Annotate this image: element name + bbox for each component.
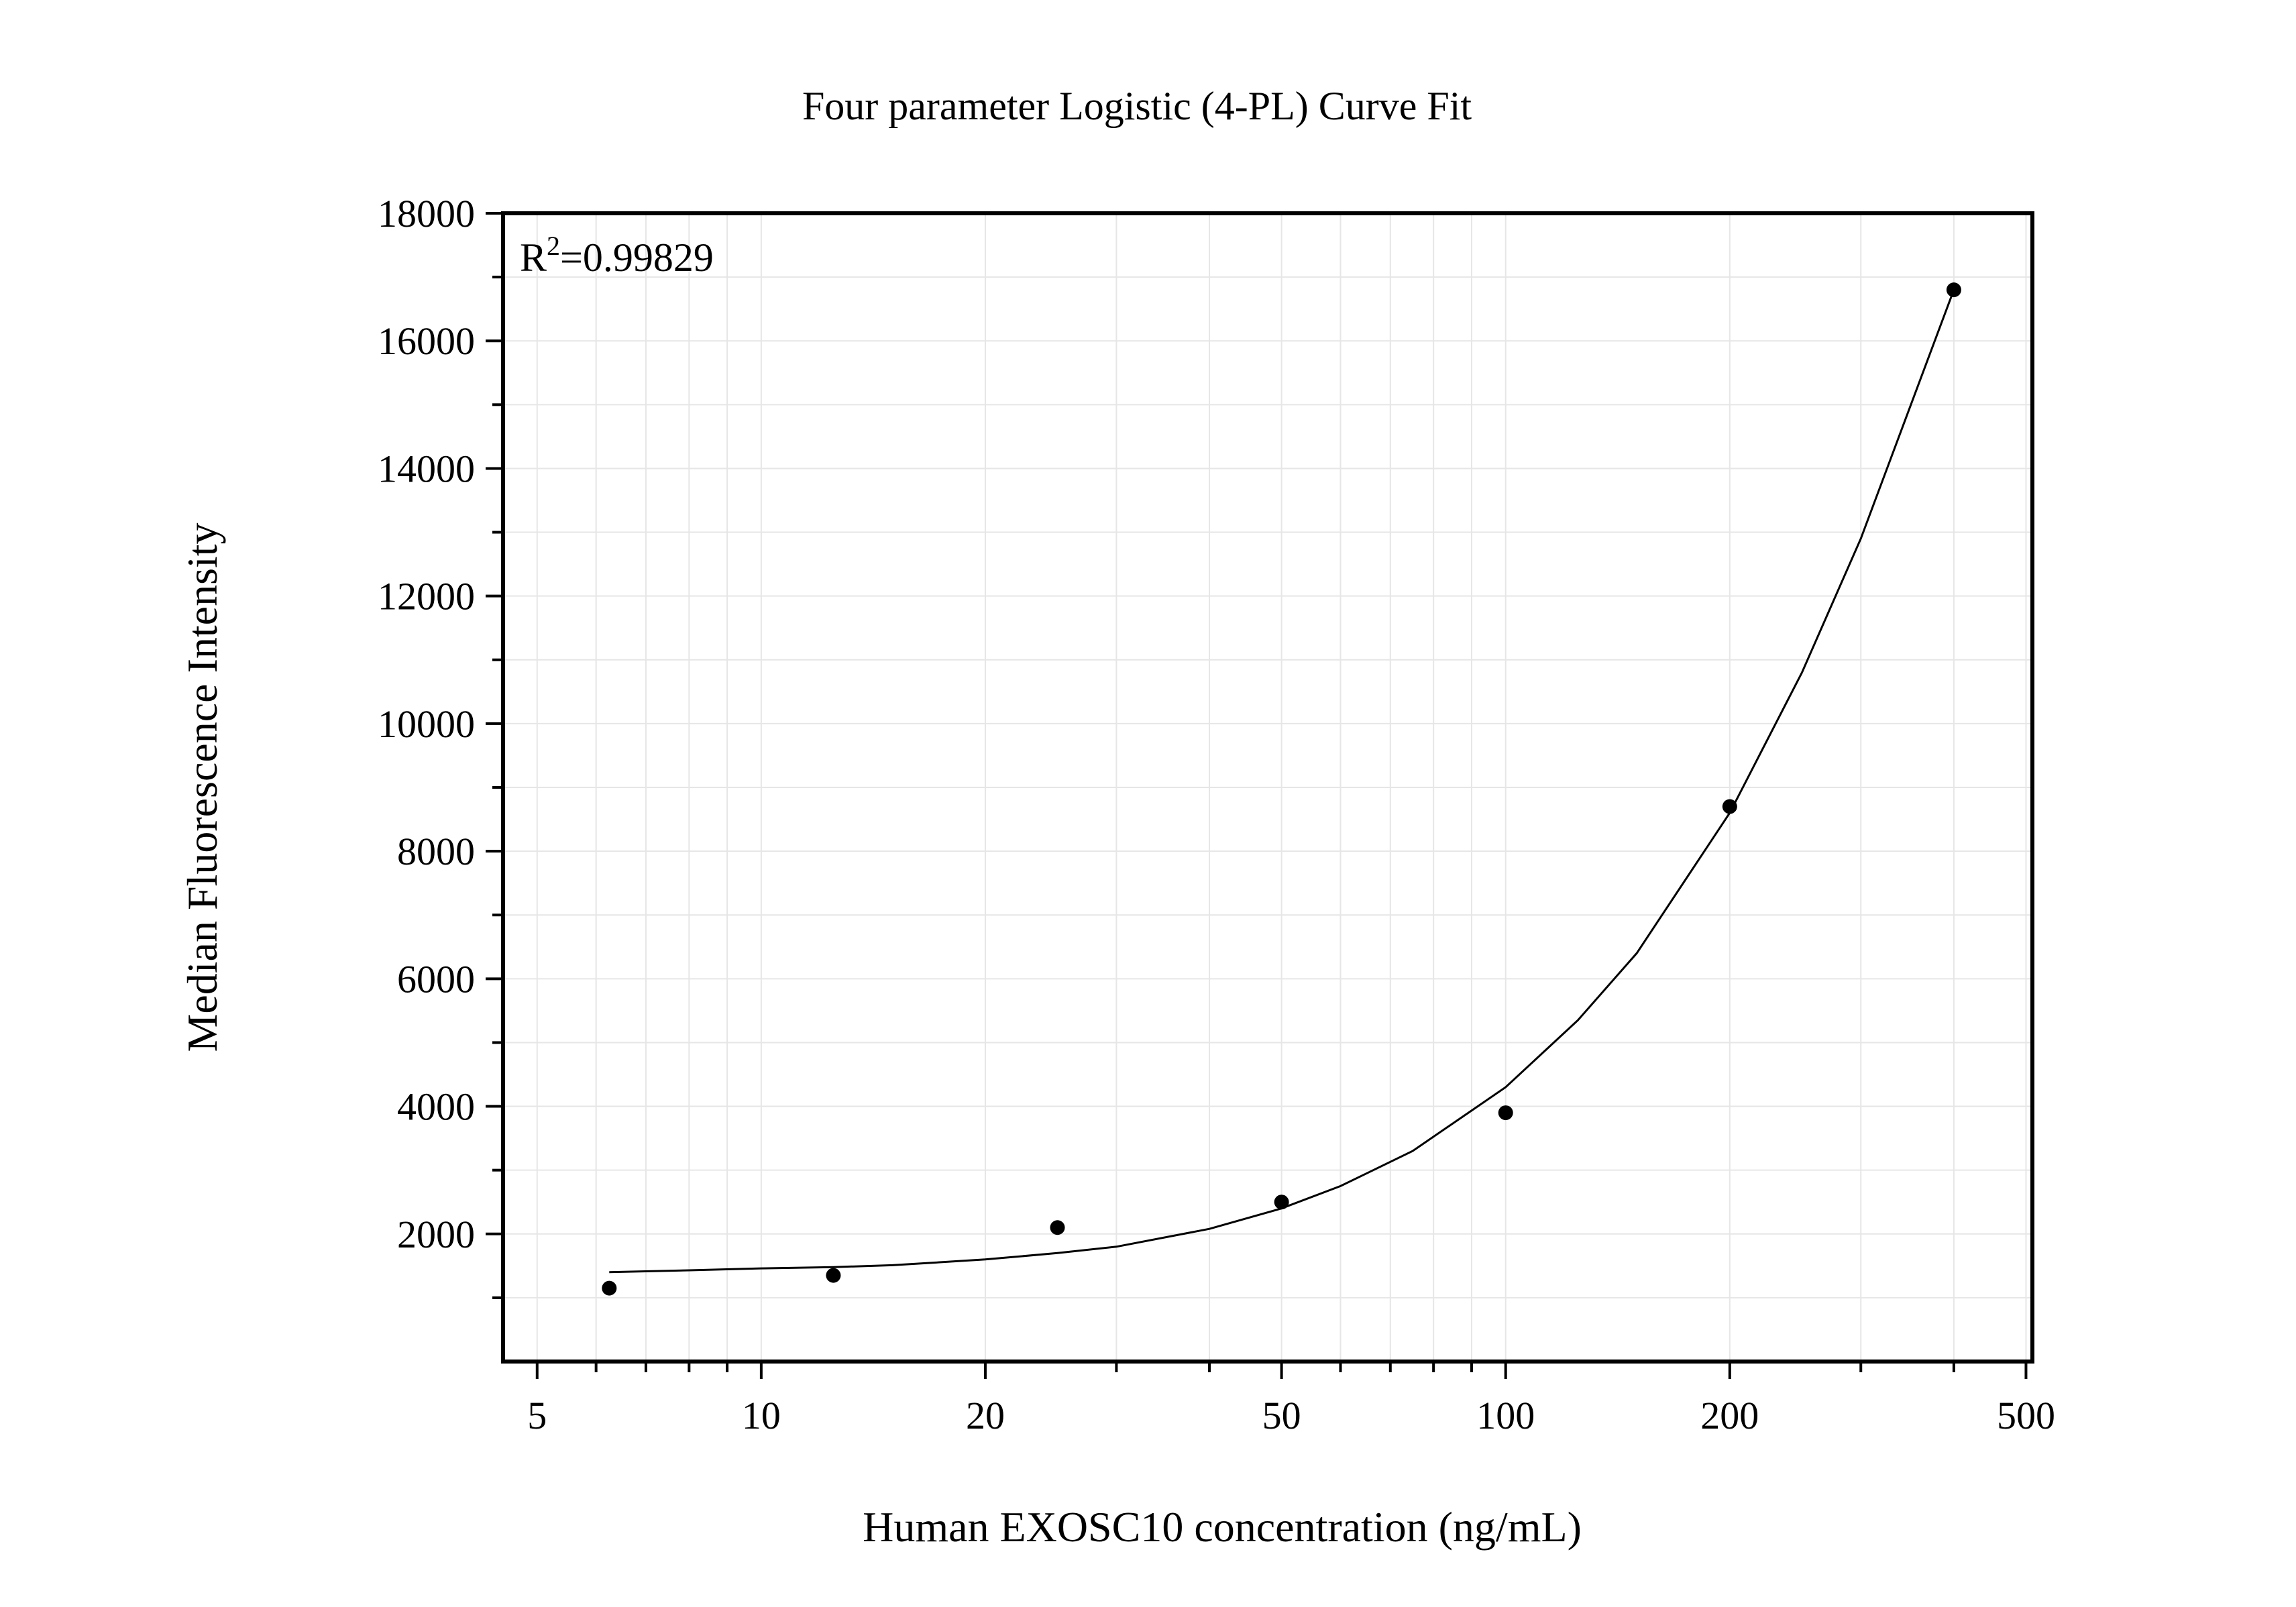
y-tick-label: 4000 (397, 1085, 475, 1129)
data-point (1274, 1195, 1289, 1210)
axis-ticks (486, 212, 2028, 1379)
axis-tick-labels: 5 10 20 50 100 200 500 2000 4000 6000 8000 10000 120… (378, 192, 2055, 1437)
x-axis-label: Human EXOSC10 concentration (ng/mL) (863, 1503, 1582, 1551)
x-tick-label: 5 (527, 1394, 547, 1437)
data-point (602, 1280, 617, 1296)
r-squared-prefix: R (520, 235, 547, 280)
data-point (1498, 1105, 1513, 1121)
x-tick-label: 20 (966, 1394, 1005, 1437)
data-points-layer (602, 282, 1961, 1296)
y-tick-label: 2000 (397, 1213, 475, 1256)
x-tick-label: 10 (742, 1394, 781, 1437)
y-tick-label: 18000 (378, 192, 475, 235)
y-tick-label: 16000 (378, 319, 475, 363)
r-squared-annotation: R2=0.99829 (520, 231, 714, 280)
y-axis-label: Median Fluorescence Intensity (178, 522, 226, 1052)
y-tick-label: 12000 (378, 575, 475, 618)
y-tick-label: 10000 (378, 702, 475, 746)
data-point (1946, 282, 1961, 298)
data-point (1050, 1220, 1065, 1235)
y-tick-label: 8000 (397, 830, 475, 873)
r-squared-superscript: 2 (547, 231, 560, 261)
x-tick-label: 200 (1700, 1394, 1759, 1437)
chart-title: Four parameter Logistic (4-PL) Curve Fit (802, 84, 1472, 128)
r-squared-value: =0.99829 (560, 235, 714, 280)
grid (503, 213, 2032, 1362)
data-point (1722, 799, 1737, 814)
y-tick-label: 6000 (397, 957, 475, 1001)
y-tick-label: 14000 (378, 447, 475, 490)
data-point (826, 1268, 841, 1283)
x-tick-label: 100 (1476, 1394, 1535, 1437)
x-tick-label: 50 (1262, 1394, 1301, 1437)
x-tick-label: 500 (1997, 1394, 2055, 1437)
